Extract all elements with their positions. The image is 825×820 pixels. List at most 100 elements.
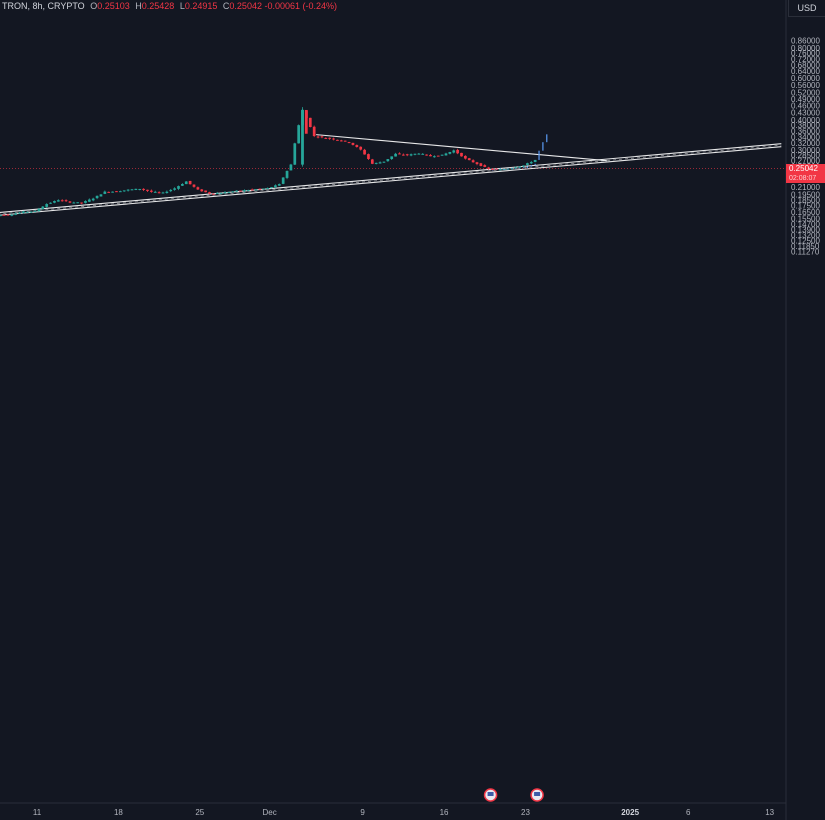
candle-body xyxy=(382,161,386,163)
candle-body xyxy=(405,154,409,156)
y-tick-label: 0.43000 xyxy=(791,108,820,117)
candle-body xyxy=(491,169,494,171)
trendline-ascending-support-upper xyxy=(0,143,782,214)
candle-body xyxy=(452,150,456,153)
candle-body xyxy=(95,195,99,199)
candle-body xyxy=(390,156,394,159)
candle-body xyxy=(215,193,219,195)
candle-body xyxy=(285,170,289,178)
candle-body xyxy=(487,167,490,169)
candle-body xyxy=(316,136,320,138)
candle-body xyxy=(526,163,529,165)
y-tick-label: 0.27000 xyxy=(791,157,820,166)
candle-body xyxy=(363,149,366,155)
candle-body xyxy=(188,180,192,185)
candle-body xyxy=(312,126,316,137)
y-tick-label: 0.80000 xyxy=(791,44,820,53)
candle-body xyxy=(483,165,487,167)
candle-body xyxy=(49,202,52,204)
candle-body xyxy=(355,145,359,147)
candle-body xyxy=(421,153,425,155)
candle-body xyxy=(60,200,64,202)
candle-body xyxy=(91,198,95,201)
candle-body xyxy=(184,181,188,185)
candle-body xyxy=(498,169,502,171)
candle-body xyxy=(277,184,281,186)
candle-body xyxy=(134,188,138,191)
y-tick-label: 0.64000 xyxy=(791,67,820,76)
candle-body xyxy=(250,189,254,191)
y-tick-label: 0.17500 xyxy=(791,202,820,211)
candle-body xyxy=(118,191,122,193)
candle-body xyxy=(413,153,417,155)
candle-body xyxy=(68,201,72,203)
candle-body xyxy=(440,154,444,156)
low-value: 0.24915 xyxy=(184,1,218,11)
x-tick-label: 25 xyxy=(195,808,204,817)
y-tick-label: 0.19500 xyxy=(791,191,820,200)
symbol-legend: TRON, 8h, CRYPTO O0.25103 H0.25428 L0.24… xyxy=(2,1,337,11)
candle-body xyxy=(41,206,45,210)
candle-body xyxy=(293,143,297,165)
candle-body xyxy=(343,140,347,142)
candle-body xyxy=(429,155,432,157)
candle-body xyxy=(157,192,161,194)
candle-body xyxy=(339,140,343,142)
currency-button[interactable]: USD xyxy=(788,0,825,17)
x-tick-label: 18 xyxy=(114,808,123,817)
symbol-label[interactable]: TRON, 8h, CRYPTO xyxy=(2,1,85,11)
y-tick-label: 0.14700 xyxy=(791,220,820,229)
candle-body xyxy=(398,153,401,155)
candle-body xyxy=(475,162,479,165)
candle-body xyxy=(370,159,374,164)
candle-body xyxy=(56,200,60,202)
candle-body xyxy=(161,192,165,194)
candle-body xyxy=(522,165,525,167)
candle-body xyxy=(374,162,378,164)
candle-body xyxy=(142,188,145,190)
candle-body xyxy=(212,193,215,195)
y-tick-label: 0.11850 xyxy=(791,242,820,251)
trendline-ascending-support-mid xyxy=(0,144,782,215)
high-key: H xyxy=(135,1,142,11)
candle-body xyxy=(130,189,134,191)
candle-body xyxy=(529,162,533,164)
y-tick-label: 0.13200 xyxy=(791,231,820,240)
y-tick-label: 0.30000 xyxy=(791,146,820,155)
candle-body xyxy=(177,186,180,189)
close-value: 0.25042 xyxy=(229,1,262,11)
candle-body xyxy=(266,188,270,190)
y-tick-label: 0.52000 xyxy=(791,89,820,98)
y-tick-label: 0.86000 xyxy=(791,36,820,45)
candle-body xyxy=(320,136,324,138)
candle-body xyxy=(227,192,231,194)
candle-body xyxy=(200,189,204,192)
close-key: C xyxy=(222,1,230,11)
y-tick-label: 0.28500 xyxy=(791,151,820,160)
candle-body xyxy=(417,153,421,155)
y-tick-label: 0.72000 xyxy=(791,55,820,64)
y-tick-label: 0.36000 xyxy=(791,127,820,136)
y-tick-label: 0.40000 xyxy=(791,116,820,125)
candle-body xyxy=(409,154,413,156)
candle-body xyxy=(514,167,518,169)
y-tick-label: 0.13900 xyxy=(791,226,820,235)
us-flag-icon-canton xyxy=(487,792,494,796)
candle-body xyxy=(103,191,107,194)
candle-body xyxy=(246,190,250,192)
candle-body xyxy=(336,139,339,141)
x-tick-label: Dec xyxy=(262,808,276,817)
candle-body xyxy=(146,189,149,191)
candle-body xyxy=(165,191,169,193)
candle-body xyxy=(14,213,18,215)
candle-body xyxy=(29,211,33,213)
low-key: L xyxy=(179,1,185,11)
x-tick-label: 9 xyxy=(360,808,365,817)
candle-body xyxy=(328,137,332,139)
candle-body xyxy=(262,188,266,190)
candle-body xyxy=(347,142,351,144)
candle-body xyxy=(126,189,130,191)
candle-body xyxy=(76,202,80,204)
candle-body xyxy=(378,162,382,164)
